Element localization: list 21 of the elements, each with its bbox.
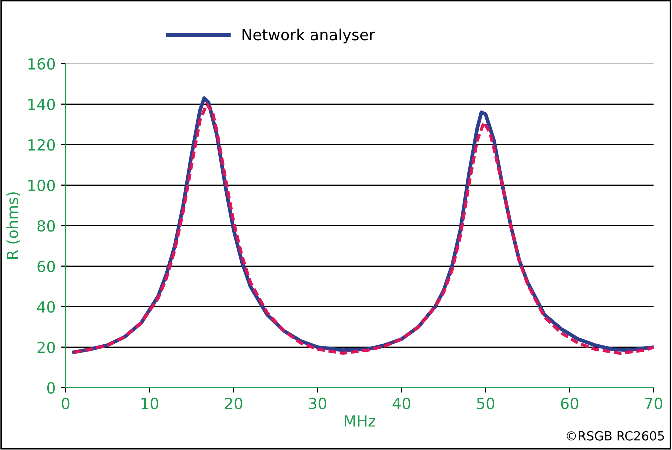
x-tick-label: 30 [309,398,327,410]
x-tick-label: 20 [225,398,243,410]
x-tick-label: 40 [392,398,411,410]
x-axis-title: MHz [345,416,376,427]
x-tick-label: 10 [142,398,159,410]
text: ©RSGB RC2605 [567,431,664,441]
y-tick-label: 20 [38,342,56,354]
x-tick-label: 60 [561,398,579,410]
x-tick-label: 0 [62,398,70,410]
y-tick-label: 140 [28,98,56,110]
y-tick-label: 60 [38,260,56,272]
y-tick-label: 100 [28,180,56,192]
y-tick-label: 120 [28,139,56,151]
legend-label: Network analyser [242,28,376,44]
y-tick-label: 40 [37,301,56,313]
x-tick-label: 70 [645,398,663,410]
y-tick-label: 0 [47,382,56,394]
x-tick-label: 50 [477,398,495,410]
y-tick-label: 80 [38,220,56,232]
y-axis-title: R (ohms) [6,192,20,260]
y-tick-label: 160 [28,58,56,70]
